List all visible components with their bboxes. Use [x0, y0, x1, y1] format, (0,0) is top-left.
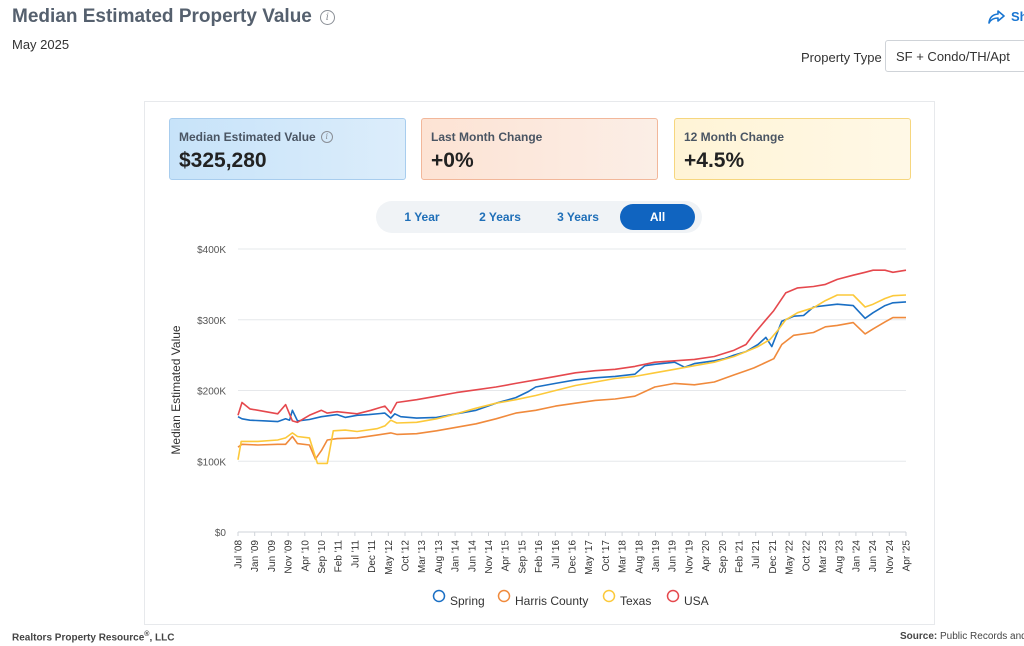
- x-tick-label: Nov '24: [885, 540, 896, 574]
- legend-label: Spring: [450, 594, 485, 608]
- time-range-tabs: 1 Year 2 Years 3 Years All: [376, 201, 702, 233]
- tab-3-years[interactable]: 3 Years: [557, 210, 599, 224]
- x-tick-label: Nov '19: [684, 540, 695, 574]
- x-tick-label: Aug '18: [634, 540, 645, 574]
- property-type-label: Property Type: [801, 50, 882, 65]
- y-tick-label: $200K: [197, 387, 226, 398]
- info-icon[interactable]: i: [319, 9, 335, 25]
- x-tick-label: Oct '17: [601, 540, 612, 572]
- x-tick-label: Mar '18: [618, 540, 629, 573]
- x-tick-label: Dec '16: [568, 540, 579, 574]
- info-icon[interactable]: i: [320, 131, 333, 143]
- y-tick-label: $100K: [197, 457, 226, 468]
- legend-label: Texas: [620, 594, 651, 608]
- page-subtitle: May 2025: [12, 37, 70, 52]
- footer-source-text: Public Records and: [940, 631, 1024, 642]
- footer-source-label: Source:: [900, 631, 938, 642]
- x-tick-label: Jul '11: [350, 540, 361, 568]
- x-tick-label: Dec '11: [367, 540, 378, 573]
- card-median-value-value: $325,280: [179, 149, 267, 172]
- tab-1-year[interactable]: 1 Year: [404, 210, 440, 224]
- x-tick-label: Nov '14: [484, 540, 495, 574]
- share-label: Sh: [1011, 9, 1024, 24]
- x-tick-label: Mar '23: [818, 540, 829, 573]
- series-line-spring: [237, 301, 907, 423]
- card-last-month-value: +0%: [431, 149, 474, 172]
- x-tick-label: Jun '14: [467, 540, 478, 572]
- legend-marker: [497, 589, 511, 603]
- card-12-month-value: +4.5%: [684, 149, 745, 172]
- tab-2-years[interactable]: 2 Years: [479, 210, 521, 224]
- legend-marker: [602, 589, 616, 603]
- series-line-usa: [237, 269, 907, 424]
- card-last-month-label: Last Month Change: [431, 130, 543, 144]
- x-tick-label: May '17: [584, 540, 595, 575]
- x-tick-label: Oct '12: [401, 540, 412, 572]
- legend-label: Harris County: [515, 594, 588, 608]
- y-tick-label: $0: [215, 528, 227, 539]
- x-tick-label: Feb '21: [735, 540, 746, 573]
- x-tick-label: Jan '09: [250, 540, 261, 572]
- x-tick-label: Aug '23: [835, 540, 846, 574]
- x-tick-label: Aug '13: [434, 540, 445, 574]
- footer-credit: Realtors Property Resource®, LLC: [12, 631, 174, 643]
- footer-source: Source: Public Records and: [900, 631, 1024, 642]
- y-axis-title: Median Estimated Value: [169, 325, 183, 455]
- x-tick-label: Nov '09: [284, 540, 295, 574]
- x-tick-label: Jul '21: [751, 540, 762, 569]
- x-tick-label: Apr '10: [300, 540, 311, 572]
- y-tick-label: $300K: [197, 316, 226, 327]
- x-tick-label: Jul '16: [551, 540, 562, 569]
- page-title: Median Estimated Property Value i: [12, 6, 335, 28]
- page-title-text: Median Estimated Property Value: [12, 6, 312, 27]
- footer-credit-suffix: , LLC: [149, 632, 175, 644]
- share-button[interactable]: Sh: [988, 9, 1024, 24]
- x-tick-label: Mar '13: [417, 540, 428, 573]
- x-tick-label: Sep '20: [718, 540, 729, 574]
- card-last-month-change: Last Month Change +0%: [421, 118, 658, 180]
- x-tick-label: Apr '15: [501, 540, 512, 572]
- x-tick-label: Apr '20: [701, 540, 712, 572]
- x-tick-label: Jan '19: [651, 540, 662, 572]
- x-tick-label: Jan '14: [451, 540, 462, 572]
- legend-marker: [432, 589, 446, 603]
- x-tick-label: May '12: [384, 540, 395, 575]
- registered-mark: ®: [144, 631, 150, 638]
- x-tick-label: Jun '19: [668, 540, 679, 572]
- y-tick-label: $400K: [197, 245, 226, 256]
- x-tick-label: Oct '22: [801, 540, 812, 572]
- property-type-select[interactable]: SF + Condo/TH/Apt: [885, 40, 1024, 72]
- share-icon: [988, 9, 1005, 24]
- tab-all[interactable]: All: [620, 204, 695, 230]
- footer-credit-name: Realtors Property Resource: [12, 632, 145, 644]
- legend-marker: [666, 589, 680, 603]
- card-median-value: Median Estimated Value i $325,280: [169, 118, 406, 180]
- x-tick-label: Jun '09: [267, 540, 278, 572]
- card-12-month-change: 12 Month Change +4.5%: [674, 118, 911, 180]
- x-tick-label: Jul '08: [234, 540, 245, 569]
- card-median-value-label: Median Estimated Value: [179, 130, 316, 144]
- x-tick-label: Apr '25: [902, 540, 913, 572]
- legend-label: USA: [684, 594, 709, 608]
- x-tick-label: Feb '16: [534, 540, 545, 573]
- x-tick-label: Jun '24: [868, 540, 879, 572]
- chart-panel: [144, 101, 935, 625]
- x-tick-label: May '22: [785, 540, 796, 575]
- x-tick-label: Dec '21: [768, 540, 779, 574]
- x-tick-label: Sep '10: [317, 540, 328, 574]
- x-tick-label: Feb '11: [334, 540, 345, 573]
- series-line-texas: [237, 294, 907, 465]
- card-12-month-label: 12 Month Change: [684, 130, 785, 144]
- x-tick-label: Jan '24: [851, 540, 862, 572]
- x-tick-label: Sep '15: [517, 540, 528, 574]
- series-line-harris-county: [237, 316, 906, 460]
